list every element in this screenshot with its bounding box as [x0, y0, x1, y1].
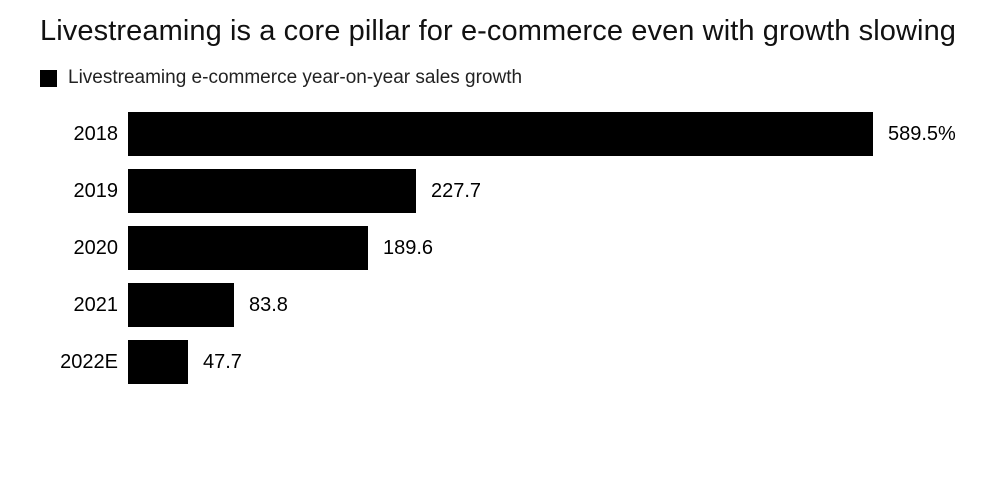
chart-title: Livestreaming is a core pillar for e-com… [40, 15, 957, 47]
value-label: 227.7 [431, 179, 482, 202]
legend: Livestreaming e-commerce year-on-year sa… [40, 67, 1006, 89]
value-label: 47.7 [203, 350, 242, 373]
value-label: 189.6 [383, 236, 434, 259]
value-label: 589.5% [888, 122, 956, 145]
bar-row: 2022E 47.7 [40, 340, 1006, 385]
bar [128, 226, 368, 271]
bar-chart: 2018 589.5% 2019 227.7 2020 189.6 2021 83.8 2022… [40, 112, 1006, 385]
bar-row: 2020 189.6 [40, 226, 1006, 271]
legend-label: Livestreaming e-commerce year-on-year sa… [68, 67, 523, 89]
bar-row: 2021 83.8 [40, 283, 1006, 328]
bar [128, 112, 873, 157]
bar [128, 283, 234, 328]
year-label: 2018 [73, 122, 119, 145]
value-label: 83.8 [249, 293, 288, 316]
bar [128, 169, 416, 214]
year-label: 2020 [73, 236, 119, 259]
year-label: 2022E [60, 350, 118, 373]
bar [128, 340, 188, 385]
legend-swatch-icon [40, 69, 57, 87]
bar-row: 2018 589.5% [40, 112, 1006, 157]
year-label: 2019 [73, 179, 119, 202]
year-label: 2021 [73, 293, 119, 316]
bar-row: 2019 227.7 [40, 169, 1006, 214]
